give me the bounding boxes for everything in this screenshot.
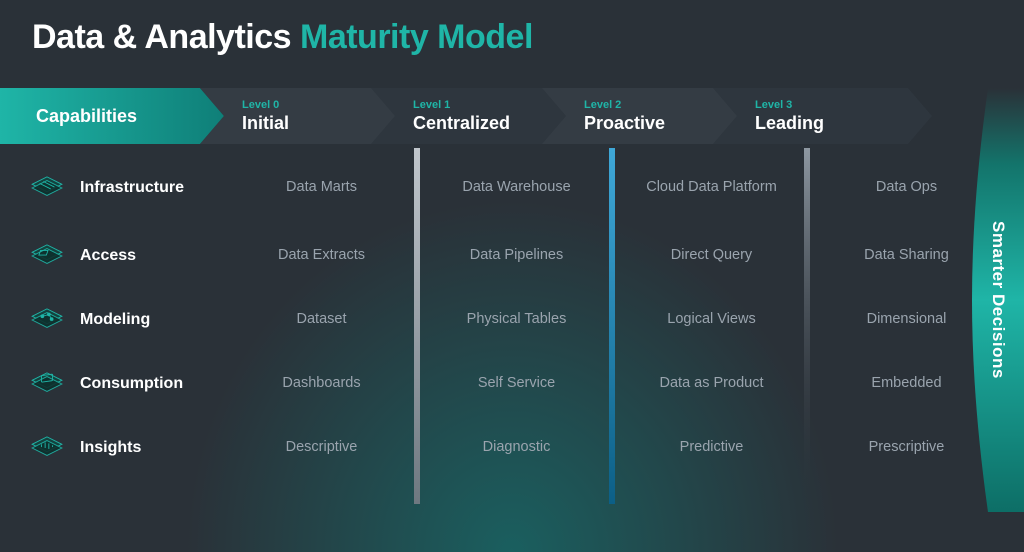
level-small-label: Level 3 — [755, 99, 908, 111]
insights-icon — [28, 435, 66, 461]
level-header-row: Capabilities Level 0 Initial Level 1 Cen… — [0, 88, 1004, 144]
grid-cell: Direct Query — [614, 246, 809, 266]
grid-cell: Cloud Data Platform — [614, 178, 809, 198]
smarter-decisions-banner: Smarter Decisions — [972, 88, 1024, 512]
capability-cell: Access — [0, 243, 224, 269]
capability-label: Consumption — [80, 375, 183, 393]
smarter-decisions-label: Smarter Decisions — [988, 221, 1008, 379]
grid-cell: Dataset — [224, 310, 419, 330]
grid-cell: Data as Product — [614, 374, 809, 394]
capabilities-header-tab: Capabilities — [0, 88, 224, 144]
grid-cell: Predictive — [614, 438, 809, 458]
capability-cell: Insights — [0, 435, 224, 461]
capability-cell: Modeling — [0, 307, 224, 333]
level-tab-3: Level 3 Leading — [713, 88, 908, 144]
level-tab-0: Level 0 Initial — [200, 88, 395, 144]
row-modeling: Modeling Dataset Physical Tables Logical… — [0, 288, 1004, 352]
level-tab-1: Level 1 Centralized — [371, 88, 566, 144]
grid-cell: Dashboards — [224, 374, 419, 394]
infrastructure-icon — [28, 175, 66, 201]
capability-cell: Infrastructure — [0, 175, 224, 201]
grid-cell: Physical Tables — [419, 310, 614, 330]
capabilities-header-label: Capabilities — [36, 106, 224, 127]
capability-cell: Consumption — [0, 371, 224, 397]
page-title: Data & Analytics Maturity Model — [32, 18, 533, 57]
row-infrastructure: Infrastructure Data Marts Data Warehouse… — [0, 152, 1004, 224]
access-icon — [28, 243, 66, 269]
modeling-icon — [28, 307, 66, 333]
grid-cell: Data Marts — [224, 178, 419, 198]
capability-label: Modeling — [80, 311, 150, 329]
title-part-2: Maturity Model — [300, 18, 533, 56]
grid-cell: Descriptive — [224, 438, 419, 458]
consumption-icon — [28, 371, 66, 397]
grid-cell: Data Warehouse — [419, 178, 614, 198]
capability-label: Insights — [80, 439, 141, 457]
row-consumption: Consumption Dashboards Self Service Data… — [0, 352, 1004, 416]
title-part-1: Data & Analytics — [32, 18, 300, 56]
capability-label: Infrastructure — [80, 179, 184, 197]
row-access: Access Data Extracts Data Pipelines Dire… — [0, 224, 1004, 288]
level-tab-2: Level 2 Proactive — [542, 88, 737, 144]
grid-cell: Self Service — [419, 374, 614, 394]
row-insights: Insights Descriptive Diagnostic Predicti… — [0, 416, 1004, 480]
level-big-label: Leading — [755, 113, 908, 134]
maturity-grid: Infrastructure Data Marts Data Warehouse… — [0, 152, 1004, 522]
grid-cell: Data Pipelines — [419, 246, 614, 266]
grid-cell: Logical Views — [614, 310, 809, 330]
grid-cell: Data Extracts — [224, 246, 419, 266]
capability-label: Access — [80, 247, 136, 265]
grid-cell: Diagnostic — [419, 438, 614, 458]
